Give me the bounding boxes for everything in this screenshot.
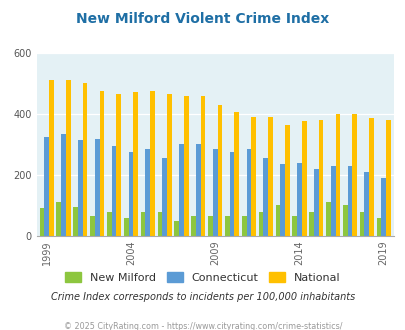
Text: © 2025 CityRating.com - https://www.cityrating.com/crime-statistics/: © 2025 CityRating.com - https://www.city… bbox=[64, 322, 341, 330]
Bar bbox=[263, 158, 267, 236]
Bar bbox=[78, 140, 83, 236]
Bar bbox=[90, 216, 95, 236]
Bar bbox=[313, 169, 318, 236]
Bar bbox=[208, 216, 212, 236]
Bar bbox=[66, 80, 70, 236]
Bar bbox=[275, 205, 279, 236]
Bar bbox=[83, 83, 87, 236]
Bar bbox=[234, 112, 239, 236]
Bar bbox=[224, 216, 229, 236]
Bar bbox=[44, 137, 49, 236]
Bar bbox=[124, 218, 128, 236]
Bar bbox=[368, 118, 373, 236]
Bar bbox=[359, 212, 364, 236]
Bar bbox=[111, 146, 116, 236]
Bar bbox=[56, 202, 61, 236]
Legend: New Milford, Connecticut, National: New Milford, Connecticut, National bbox=[61, 268, 344, 287]
Bar bbox=[166, 94, 171, 236]
Bar bbox=[284, 124, 289, 236]
Bar bbox=[73, 207, 78, 236]
Bar bbox=[352, 114, 356, 236]
Bar bbox=[330, 166, 335, 236]
Bar bbox=[39, 209, 44, 236]
Bar bbox=[335, 114, 339, 236]
Text: New Milford Violent Crime Index: New Milford Violent Crime Index bbox=[76, 12, 329, 25]
Bar bbox=[217, 105, 222, 236]
Bar bbox=[267, 117, 272, 236]
Bar bbox=[183, 95, 188, 236]
Bar bbox=[251, 117, 255, 236]
Bar bbox=[196, 145, 200, 236]
Bar bbox=[258, 212, 263, 236]
Bar bbox=[292, 216, 296, 236]
Bar bbox=[145, 149, 150, 236]
Bar bbox=[212, 149, 217, 236]
Bar bbox=[116, 94, 121, 236]
Bar bbox=[99, 91, 104, 236]
Bar bbox=[141, 212, 145, 236]
Bar bbox=[157, 212, 162, 236]
Bar bbox=[179, 145, 183, 236]
Bar bbox=[61, 134, 66, 236]
Bar bbox=[107, 212, 111, 236]
Bar bbox=[49, 80, 53, 236]
Bar bbox=[200, 95, 205, 236]
Bar bbox=[301, 121, 306, 236]
Bar bbox=[128, 152, 133, 236]
Bar bbox=[318, 120, 322, 236]
Bar bbox=[309, 212, 313, 236]
Bar bbox=[241, 216, 246, 236]
Bar bbox=[229, 152, 234, 236]
Bar bbox=[325, 202, 330, 236]
Bar bbox=[347, 166, 352, 236]
Text: Crime Index corresponds to incidents per 100,000 inhabitants: Crime Index corresponds to incidents per… bbox=[51, 292, 354, 302]
Bar bbox=[162, 158, 166, 236]
Bar bbox=[246, 149, 251, 236]
Bar bbox=[385, 120, 390, 236]
Bar bbox=[342, 205, 347, 236]
Bar bbox=[95, 139, 99, 236]
Bar bbox=[364, 172, 368, 236]
Bar bbox=[191, 216, 196, 236]
Bar bbox=[133, 92, 138, 236]
Bar bbox=[150, 91, 154, 236]
Bar bbox=[296, 163, 301, 236]
Bar bbox=[174, 221, 179, 236]
Bar bbox=[279, 164, 284, 236]
Bar bbox=[380, 178, 385, 236]
Bar bbox=[376, 218, 380, 236]
